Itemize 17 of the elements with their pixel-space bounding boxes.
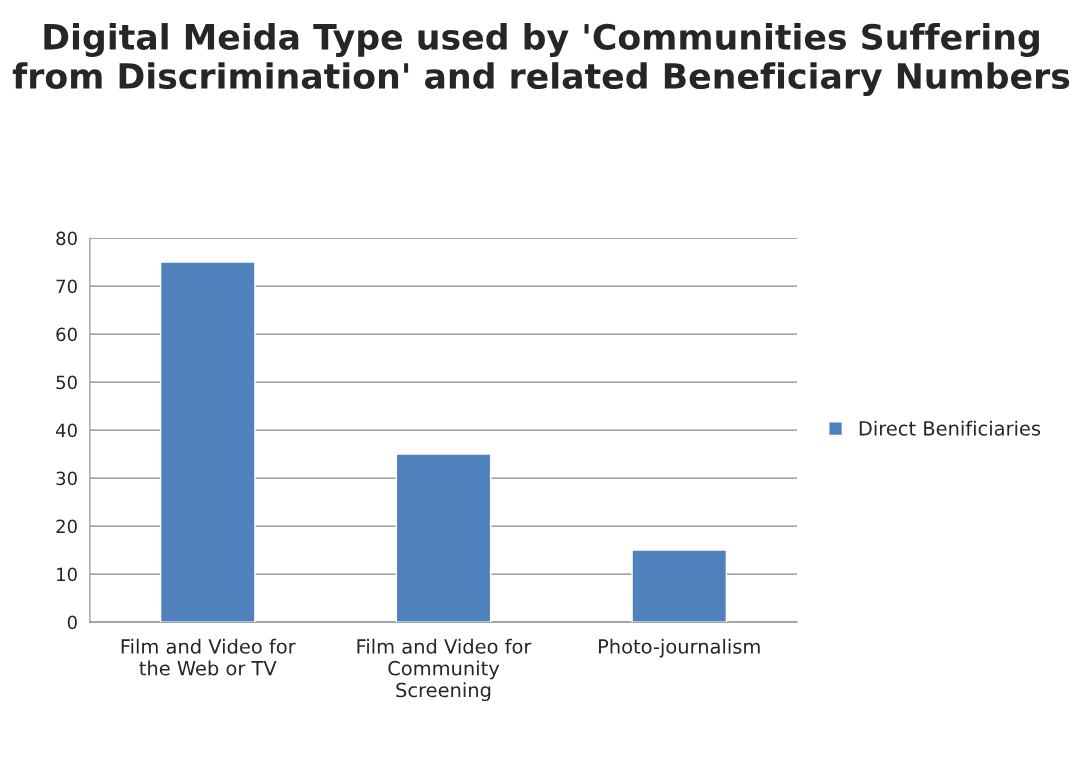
y-tick-label: 70 bbox=[56, 279, 77, 294]
bar bbox=[631, 549, 728, 623]
y-tick-label: 20 bbox=[56, 519, 77, 534]
y-tick-label: 10 bbox=[57, 567, 77, 582]
y-tick-label: 50 bbox=[56, 375, 77, 390]
chart-title: Digital Meida Type used by 'Communities Suffering from Discrimination' and related Beneficiary Numbers bbox=[12, 23, 1070, 97]
y-tick-label: 60 bbox=[56, 327, 77, 342]
x-tick-label: Film and Video for Community Screening bbox=[357, 638, 532, 702]
y-tick-label: 40 bbox=[55, 423, 77, 438]
legend-label: Direct Benificiaries bbox=[859, 420, 1041, 436]
bar bbox=[395, 453, 492, 623]
y-tick-label: 30 bbox=[56, 471, 77, 486]
x-tick-label: Film and Video for the Web or TV bbox=[121, 638, 296, 676]
y-tick-label: 0 bbox=[67, 615, 77, 630]
bar bbox=[159, 261, 256, 623]
y-tick-label: 80 bbox=[56, 231, 77, 246]
x-tick-label: Photo-journalism bbox=[599, 638, 760, 658]
